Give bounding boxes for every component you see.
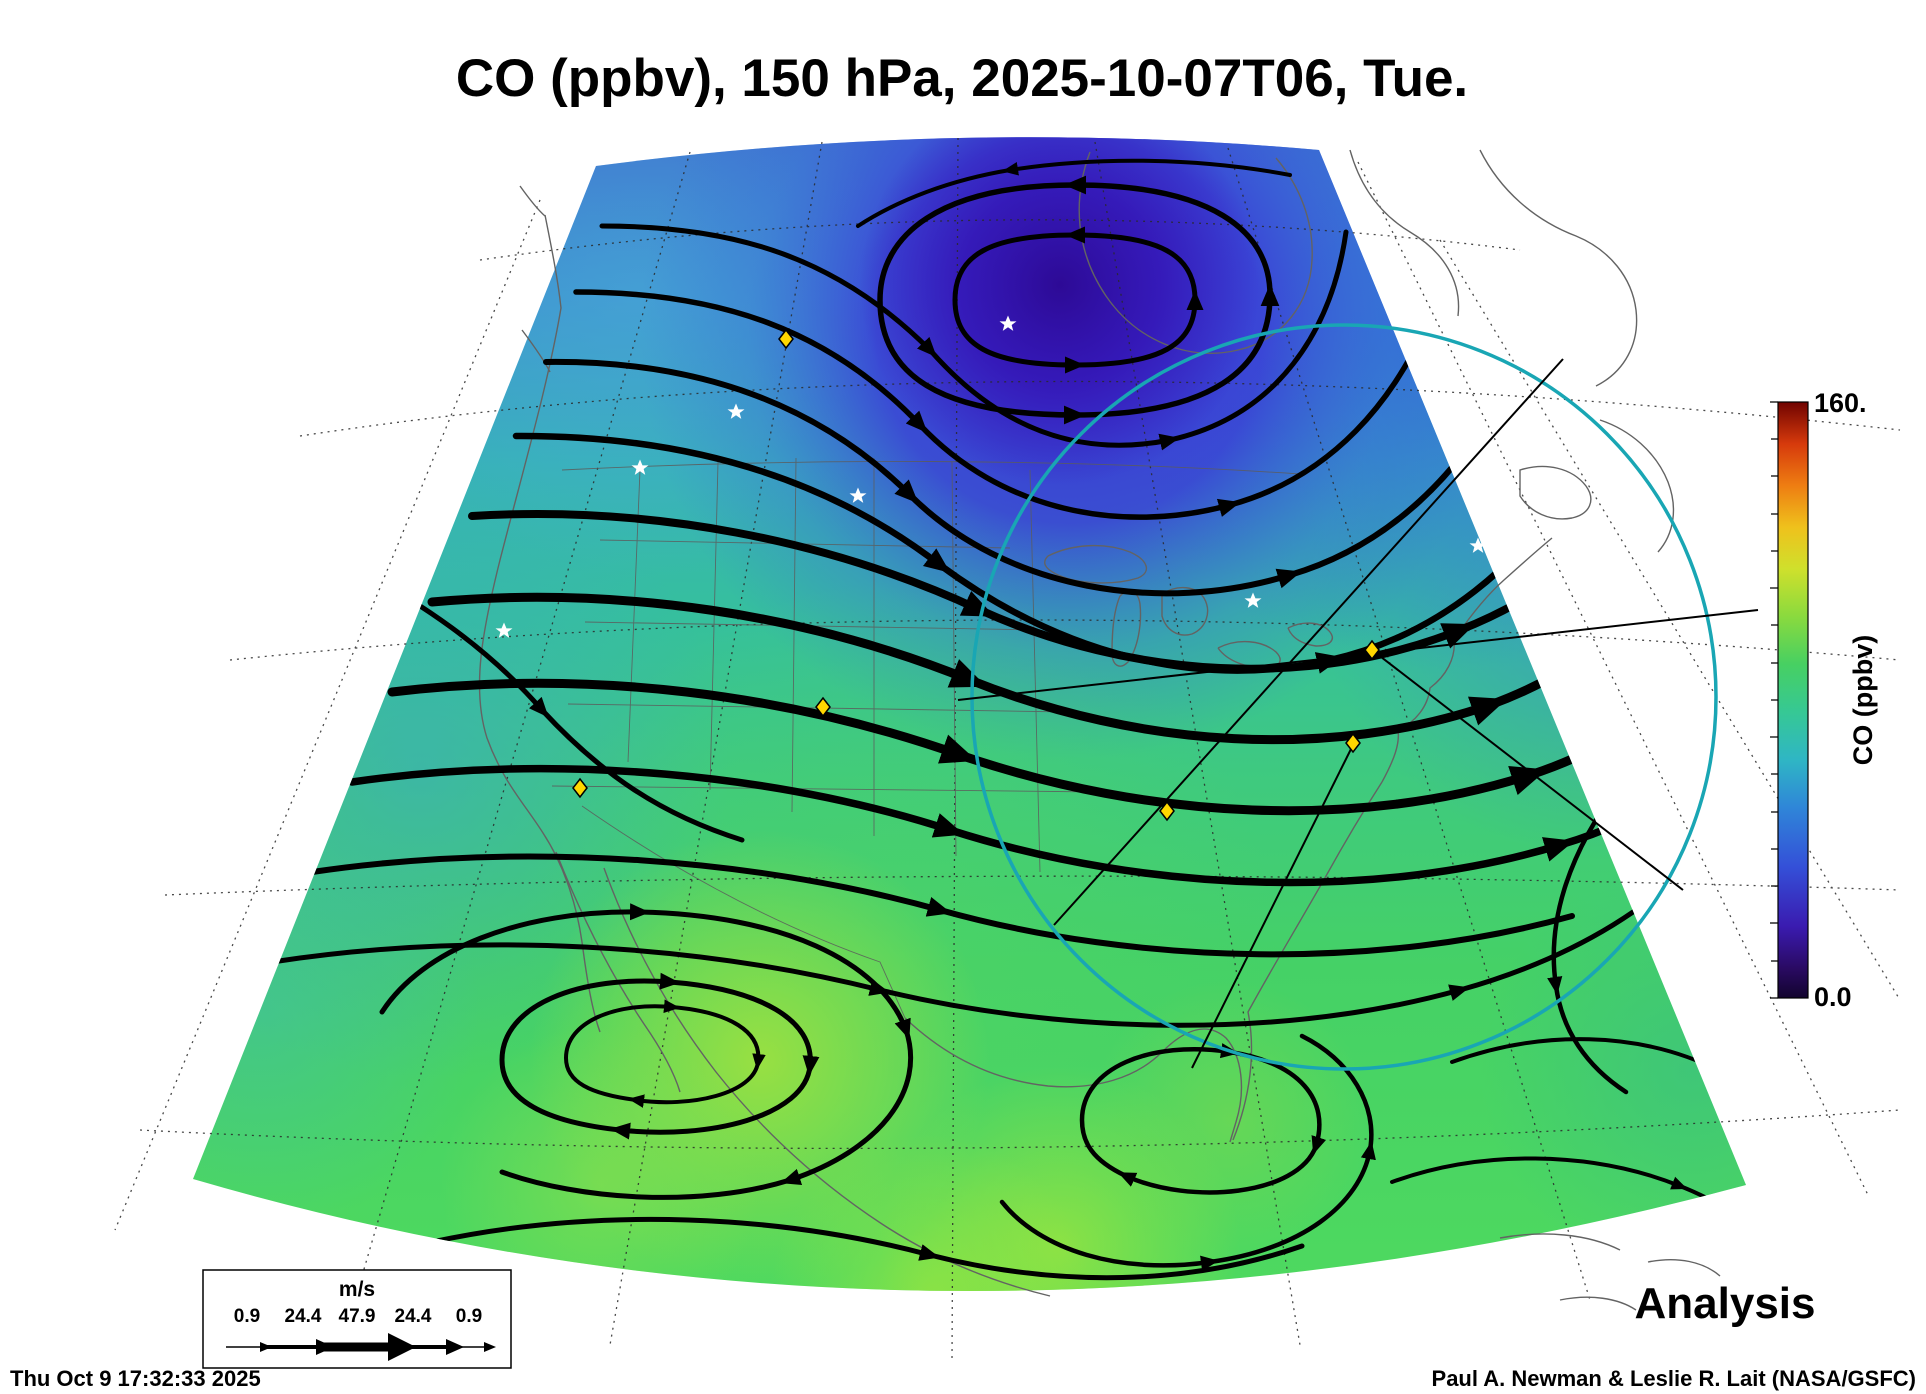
legend-value: 47.9 — [339, 1306, 376, 1327]
legend-value: 24.4 — [395, 1306, 432, 1327]
colorbar-ticks — [1770, 401, 1778, 999]
colorbar-min-label: 0.0 — [1814, 982, 1852, 1012]
range-circle — [970, 323, 1718, 1071]
colorbar-max-label: 160. — [1814, 388, 1867, 418]
colorbar-axis-title: CO (ppbv) — [1848, 635, 1878, 765]
legend-units-label: m/s — [339, 1278, 375, 1301]
legend-value: 0.9 — [234, 1306, 260, 1327]
legend-value: 24.4 — [285, 1306, 322, 1327]
legend-value: 0.9 — [456, 1306, 482, 1327]
credit-line: Paul A. Newman & Leslie R. Lait (NASA/GS… — [1432, 1366, 1916, 1391]
page-title: CO (ppbv), 150 hPa, 2025-10-07T06, Tue. — [456, 49, 1468, 108]
generated-timestamp: Thu Oct 9 17:32:33 2025 — [10, 1366, 261, 1391]
analysis-label: Analysis — [1635, 1279, 1816, 1328]
cross-section-lines — [957, 358, 1759, 1069]
legend-arrow-glyph — [226, 1333, 496, 1361]
wind-speed-legend: m/s 0.9 24.4 47.9 24.4 0.9 — [202, 1269, 512, 1369]
colorbar: 160. 0.0 CO (ppbv) — [1770, 388, 1878, 1012]
